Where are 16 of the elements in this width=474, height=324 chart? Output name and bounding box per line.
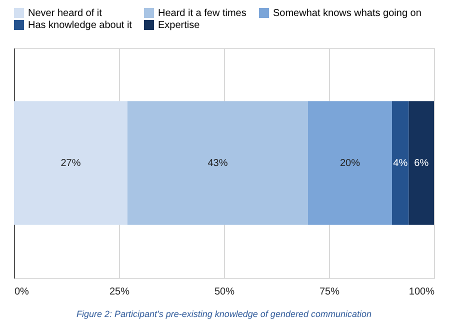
- data-label: 4%: [393, 158, 408, 169]
- data-label: 43%: [208, 158, 228, 169]
- x-tick-label: 0%: [14, 286, 30, 298]
- legend-label: Never heard of it: [28, 8, 102, 19]
- caption: Figure 2: Participant’s pre-existing knowledge of gendered communication: [76, 309, 372, 319]
- x-tick-label: 75%: [319, 286, 340, 298]
- data-label: 20%: [340, 158, 360, 169]
- legend-label: Expertise: [158, 20, 200, 31]
- legend-label: Has knowledge about it: [28, 20, 132, 31]
- legend-label: Heard it a few times: [158, 8, 246, 19]
- x-tick-label: 100%: [408, 286, 435, 298]
- data-label: 6%: [414, 158, 429, 169]
- x-tick-label: 50%: [214, 286, 235, 298]
- data-label: 27%: [60, 158, 81, 169]
- x-tick-label: 25%: [109, 286, 130, 298]
- legend-label: Somewhat knows whats going on: [273, 8, 422, 19]
